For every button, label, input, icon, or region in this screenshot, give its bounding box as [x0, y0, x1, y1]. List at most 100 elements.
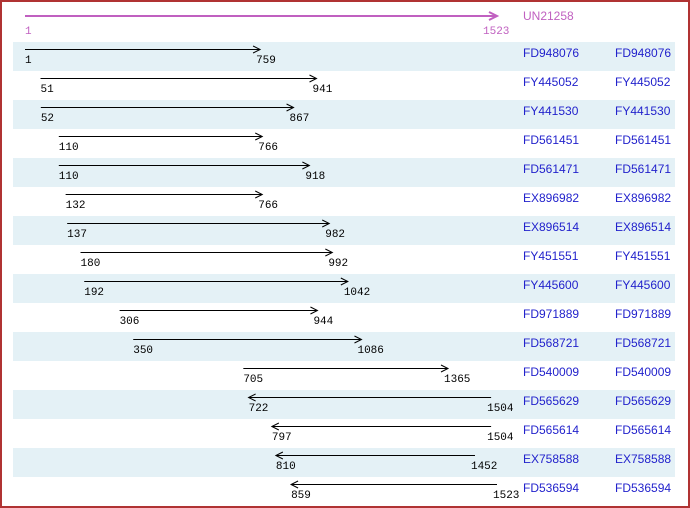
- alignment-start-pos: 110: [58, 171, 79, 183]
- alignment-arrow-forward: [25, 45, 262, 54]
- alignment-start-pos: 705: [243, 374, 264, 386]
- alignment-row: 797 1504 FD565614 FD565614: [2, 419, 688, 448]
- row-band: [13, 42, 675, 71]
- alignment-arrow-reverse: [247, 393, 492, 402]
- accession-link[interactable]: FD540009: [523, 365, 580, 379]
- alignment-start-pos: 810: [275, 461, 296, 473]
- accession-link-secondary[interactable]: FD561471: [615, 162, 672, 176]
- accession-link-secondary[interactable]: FD561451: [615, 133, 672, 147]
- alignment-end-pos: 766: [258, 142, 279, 154]
- reference-row: UN21258 1 1523: [2, 2, 688, 42]
- alignment-arrow-forward: [65, 190, 264, 199]
- accession-link[interactable]: FY445600: [523, 278, 579, 292]
- accession-link[interactable]: FD565614: [523, 423, 580, 437]
- alignment-arrow-forward: [67, 219, 331, 228]
- alignment-end-pos: 982: [325, 229, 346, 241]
- accession-link[interactable]: EX896514: [523, 220, 580, 234]
- reference-start-pos: 1: [25, 26, 32, 38]
- accession-link-secondary[interactable]: FY445600: [615, 278, 671, 292]
- alignment-arrow-forward: [58, 161, 311, 170]
- reference-arrow: [25, 11, 500, 21]
- alignment-start-pos: 132: [65, 200, 86, 212]
- accession-link[interactable]: FD568721: [523, 336, 580, 350]
- alignment-row: 110 766 FD561451 FD561451: [2, 129, 688, 158]
- alignment-arrow-forward: [40, 103, 295, 112]
- alignment-row: 859 1523 FD536594 FD536594: [2, 477, 688, 506]
- accession-link-secondary[interactable]: FD540009: [615, 365, 672, 379]
- row-band: [13, 158, 675, 187]
- accession-link[interactable]: FY451551: [523, 249, 579, 263]
- accession-link[interactable]: FD565629: [523, 394, 580, 408]
- alignment-start-pos: 52: [40, 113, 55, 125]
- alignment-start-pos: 180: [80, 258, 101, 270]
- accession-link[interactable]: FD948076: [523, 46, 580, 60]
- accession-link-secondary[interactable]: FY451551: [615, 249, 671, 263]
- alignment-start-pos: 350: [133, 345, 154, 357]
- accession-link-secondary[interactable]: FD536594: [615, 481, 672, 495]
- alignment-end-pos: 867: [289, 113, 310, 125]
- alignment-arrow-forward: [58, 132, 264, 141]
- alignment-start-pos: 1: [25, 55, 32, 67]
- alignment-arrow-reverse: [274, 451, 475, 460]
- alignment-end-pos: 941: [312, 84, 333, 96]
- alignment-row: 110 918 FD561471 FD561471: [2, 158, 688, 187]
- alignment-row: 52 867 FY441530 FY441530: [2, 100, 688, 129]
- row-band: [13, 332, 675, 361]
- alignment-start-pos: 110: [58, 142, 79, 154]
- alignment-start-pos: 137: [67, 229, 87, 241]
- accession-link[interactable]: EX896982: [523, 191, 580, 205]
- accession-link[interactable]: FY441530: [523, 104, 579, 118]
- accession-link[interactable]: FD536594: [523, 481, 580, 495]
- alignment-arrow-forward: [133, 335, 363, 344]
- alignment-row: 705 1365 FD540009 FD540009: [2, 361, 688, 390]
- alignment-end-pos: 918: [305, 171, 326, 183]
- alignment-arrow-forward: [40, 74, 318, 83]
- alignment-row: 192 1042 FY445600 FY445600: [2, 274, 688, 303]
- reference-end-pos: 1523: [483, 26, 510, 38]
- alignment-arrow-forward: [243, 364, 450, 373]
- accession-link-secondary[interactable]: EX896514: [615, 220, 672, 234]
- alignment-row: 810 1452 EX758588 EX758588: [2, 448, 688, 477]
- row-band: [13, 448, 675, 477]
- accession-link[interactable]: FY445052: [523, 75, 579, 89]
- alignment-row: 180 992 FY451551 FY451551: [2, 245, 688, 274]
- row-band: [13, 216, 675, 245]
- alignment-start-pos: 51: [40, 84, 54, 96]
- alignment-end-pos: 766: [258, 200, 279, 212]
- alignment-end-pos: 759: [256, 55, 276, 67]
- accession-link-secondary[interactable]: EX758588: [615, 452, 672, 466]
- alignment-start-pos: 797: [271, 432, 292, 444]
- accession-link-secondary[interactable]: FD568721: [615, 336, 672, 350]
- alignment-row: 132 766 EX896982 EX896982: [2, 187, 688, 216]
- row-band: [13, 274, 675, 303]
- alignment-row: 306 944 FD971889 FD971889: [2, 303, 688, 332]
- alignment-end-pos: 1365: [444, 374, 471, 386]
- alignment-end-pos: 1504: [487, 432, 514, 444]
- alignment-row: 1 759 FD948076 FD948076: [2, 42, 688, 71]
- accession-link-secondary[interactable]: FY445052: [615, 75, 671, 89]
- row-band: [13, 100, 675, 129]
- accession-link[interactable]: FD561451: [523, 133, 580, 147]
- accession-link[interactable]: EX758588: [523, 452, 580, 466]
- alignment-start-pos: 859: [291, 490, 311, 502]
- alignment-arrow-forward: [119, 306, 319, 315]
- accession-link-secondary[interactable]: FD565629: [615, 394, 672, 408]
- alignment-start-pos: 722: [248, 403, 269, 415]
- reference-id-label: UN21258: [523, 9, 574, 23]
- accession-link-secondary[interactable]: FD565614: [615, 423, 672, 437]
- alignment-end-pos: 992: [328, 258, 349, 270]
- alignment-arrow-reverse: [289, 480, 497, 489]
- accession-link-secondary[interactable]: FY441530: [615, 104, 671, 118]
- alignment-start-pos: 192: [84, 287, 105, 299]
- alignment-end-pos: 944: [313, 316, 334, 328]
- alignment-end-pos: 1523: [493, 490, 520, 502]
- alignment-end-pos: 1504: [487, 403, 514, 415]
- alignment-start-pos: 306: [119, 316, 140, 328]
- accession-link-secondary[interactable]: FD971889: [615, 307, 672, 321]
- accession-link[interactable]: FD971889: [523, 307, 580, 321]
- accession-link[interactable]: FD561471: [523, 162, 580, 176]
- accession-link-secondary[interactable]: EX896982: [615, 191, 672, 205]
- accession-link-secondary[interactable]: FD948076: [615, 46, 672, 60]
